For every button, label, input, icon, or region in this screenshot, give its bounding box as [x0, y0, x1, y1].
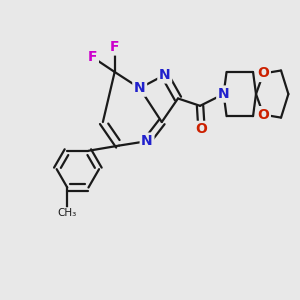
Text: O: O [257, 66, 269, 80]
Text: N: N [159, 68, 170, 82]
Text: N: N [218, 87, 230, 101]
Text: F: F [88, 50, 97, 64]
Text: F: F [110, 40, 119, 54]
Text: N: N [141, 134, 153, 148]
Text: O: O [257, 108, 269, 122]
Text: N: N [134, 81, 146, 95]
Text: CH₃: CH₃ [58, 208, 77, 218]
Text: O: O [196, 122, 208, 136]
